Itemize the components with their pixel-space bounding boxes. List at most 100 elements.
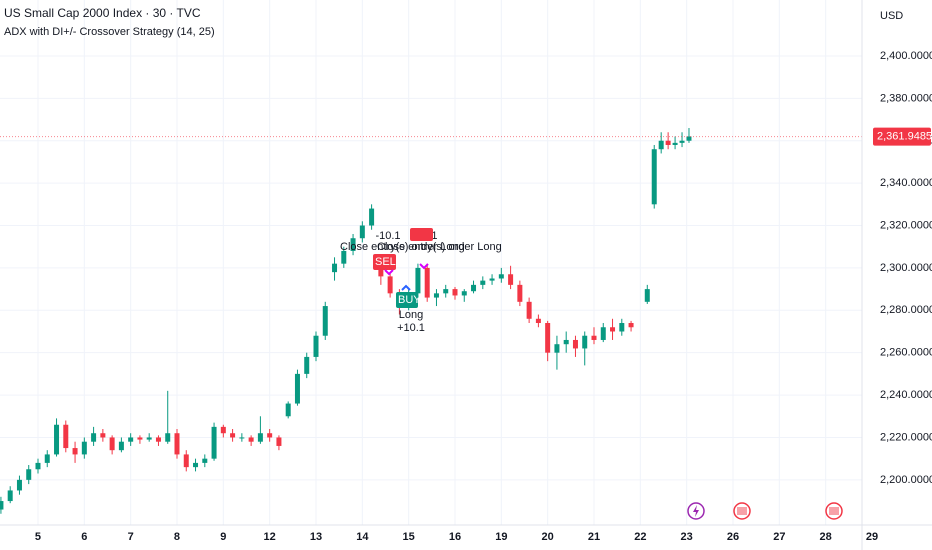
- candle-body: [415, 267, 421, 294]
- candle-body: [109, 437, 115, 451]
- candle-body: [517, 284, 523, 302]
- candle-body: [651, 149, 657, 205]
- x-tick-label: 20: [542, 531, 554, 543]
- chart-subtitle: ADX with DI+/- Crossover Strategy (14, 2…: [4, 26, 215, 38]
- x-tick-label: 8: [174, 531, 180, 543]
- y-tick-label: 2,200.0000: [880, 474, 932, 486]
- y-tick-label: 2,400.0000: [880, 50, 932, 62]
- candle-body: [443, 289, 449, 294]
- close-label: Close entry(s) order Long: [340, 241, 465, 253]
- x-tick-label: 7: [128, 531, 134, 543]
- candle-body: [118, 441, 124, 451]
- candle-body: [202, 458, 208, 463]
- x-tick-label: 6: [81, 531, 87, 543]
- x-tick-label: 29: [866, 531, 878, 543]
- event-icon: [829, 507, 839, 515]
- candle-body: [554, 344, 560, 353]
- candle-body: [239, 437, 245, 439]
- candle-body: [220, 426, 226, 434]
- candle-body: [686, 136, 692, 141]
- exit-profit: -10.1: [375, 230, 400, 242]
- y-tick-label: 2,240.0000: [880, 389, 932, 401]
- candle-body: [230, 433, 236, 438]
- buy-tag-bg: [396, 292, 418, 308]
- x-tick-label: 26: [727, 531, 739, 543]
- last-price-tag: [873, 127, 931, 146]
- buy-tag: BUY: [398, 294, 421, 306]
- axes: 2,200.0000 2,220.0000 2,240.0000 2,260.0000…: [35, 50, 932, 543]
- candle-body: [183, 454, 189, 468]
- candle-body: [480, 280, 486, 285]
- candle-body: [665, 140, 671, 145]
- candle-body: [81, 441, 87, 455]
- candle-body: [572, 339, 578, 349]
- candle-body: [16, 479, 22, 491]
- candle-body: [489, 278, 495, 281]
- x-tick-label: 22: [634, 531, 646, 543]
- candle-body: [369, 208, 375, 226]
- x-tick-label: 21: [588, 531, 600, 543]
- x-tick-label: 19: [495, 531, 507, 543]
- candle-body: [0, 501, 4, 510]
- currency: USD: [880, 10, 903, 22]
- last-price-label: 2,361.9485: [877, 131, 932, 143]
- candle-body: [508, 274, 514, 285]
- y-tick-label: 2,380.0000: [880, 92, 932, 104]
- candle-body: [600, 327, 606, 340]
- candle-body: [211, 426, 217, 459]
- candle-body: [26, 469, 32, 480]
- sell-tag-bg: [410, 228, 433, 241]
- y-tick-label: 2,280.0000: [880, 304, 932, 316]
- candle-body: [591, 335, 597, 340]
- entry-profit: +10.1: [397, 322, 425, 334]
- x-tick-label: 9: [220, 531, 226, 543]
- candle-body: [146, 437, 152, 440]
- candle-body: [378, 267, 384, 277]
- candle-body: [322, 306, 328, 336]
- exit-arrow: [384, 263, 429, 276]
- chart-title: US Small Cap 2000 Index · 30 · TVC: [4, 6, 201, 20]
- candle-body: [128, 437, 134, 442]
- candle-body: [165, 433, 171, 442]
- candle-body: [672, 142, 678, 145]
- candle-body: [63, 424, 69, 449]
- y-tick-label: 2,300.0000: [880, 262, 932, 274]
- candle-body: [582, 335, 588, 349]
- candle-body: [610, 327, 616, 332]
- candle-body: [72, 448, 78, 455]
- candle-body: [452, 289, 458, 296]
- candle-body: [535, 318, 541, 324]
- candle-body: [248, 437, 254, 442]
- candle-body: [679, 140, 685, 143]
- x-tick-label: 5: [35, 531, 41, 543]
- candle-body: [341, 250, 347, 264]
- x-tick-label: 28: [820, 531, 832, 543]
- candle-body: [35, 462, 41, 470]
- x-tick-label: 16: [449, 531, 461, 543]
- candle-body: [563, 339, 569, 345]
- close-label: Close entry(s) order Long: [377, 241, 502, 253]
- candle-body: [91, 433, 97, 442]
- candle-body: [267, 433, 273, 438]
- x-tick-label: 12: [264, 531, 276, 543]
- event-icon: [737, 507, 747, 515]
- candle-body: [359, 225, 365, 239]
- sell-tag-bg: [373, 254, 396, 270]
- y-tick-label: 2,340.0000: [880, 177, 932, 189]
- candle-body: [276, 437, 282, 446]
- candle-body: [498, 274, 504, 279]
- candle-body: [461, 291, 467, 296]
- grid: [0, 0, 862, 525]
- entry-label: Long: [399, 309, 423, 321]
- candle-body: [304, 356, 310, 374]
- candle-body: [193, 462, 199, 468]
- candle-body: [174, 433, 180, 455]
- x-tick-label: 15: [403, 531, 415, 543]
- candle-body: [387, 276, 393, 294]
- candle-body: [433, 293, 439, 298]
- candle-body: [294, 373, 300, 404]
- x-tick-label: 13: [310, 531, 322, 543]
- x-tick-label: 14: [356, 531, 369, 543]
- candle-body: [471, 284, 477, 292]
- x-tick-label: 23: [681, 531, 693, 543]
